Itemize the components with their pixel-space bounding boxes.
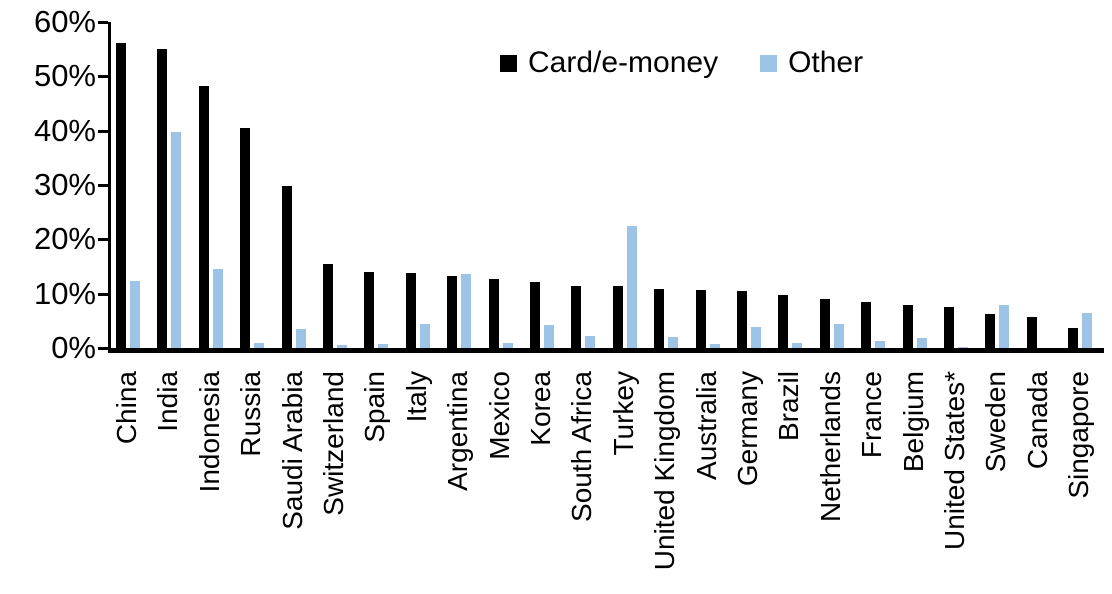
bar-card-south-africa: [571, 286, 581, 348]
x-axis-label: Brazil: [773, 371, 804, 442]
bar-card-china: [116, 43, 126, 348]
legend-item-card: Card/e-money: [500, 46, 718, 80]
bar-card-united-kingdom: [654, 289, 664, 348]
legend-label-other: Other: [788, 46, 864, 79]
bar-other-russia: [254, 343, 264, 348]
x-axis-label: Turkey: [608, 371, 639, 456]
bar-other-singapore: [1082, 313, 1092, 348]
bar-card-india: [157, 49, 167, 348]
bar-card-germany: [737, 291, 747, 348]
legend-item-other: Other: [760, 46, 863, 80]
x-axis-label: India: [152, 371, 183, 432]
x-axis-label: Saudi Arabia: [277, 371, 308, 530]
bar-other-france: [875, 341, 885, 348]
x-axis-label: Singapore: [1063, 371, 1094, 499]
x-axis-label: China: [111, 371, 142, 445]
bar-card-belgium: [903, 305, 913, 348]
bar-other-united-states-: [958, 347, 968, 348]
bar-card-switzerland: [323, 264, 333, 348]
bar-card-singapore: [1068, 328, 1078, 348]
bar-other-united-kingdom: [668, 337, 678, 348]
x-axis-label: Italy: [401, 371, 432, 423]
x-axis-line: [108, 348, 1104, 353]
y-axis-tick-label: 60%: [33, 4, 96, 39]
bar-card-spain: [364, 272, 374, 348]
y-axis-tick-label: 20%: [33, 221, 96, 256]
bar-card-korea: [530, 282, 540, 348]
bar-other-spain: [378, 344, 388, 348]
y-axis-tick: [98, 130, 108, 133]
bar-other-netherlands: [834, 324, 844, 348]
x-axis-label: South Africa: [566, 371, 597, 522]
x-axis-label: Sweden: [980, 371, 1011, 473]
bar-other-china: [130, 281, 140, 348]
y-axis-tick-label: 30%: [33, 167, 96, 202]
bar-other-turkey: [627, 226, 637, 348]
bar-other-brazil: [792, 343, 802, 348]
bar-other-sweden: [999, 305, 1009, 348]
x-axis-label: Korea: [525, 371, 556, 446]
bar-other-belgium: [917, 338, 927, 348]
bar-other-south-africa: [585, 336, 595, 348]
y-axis-tick: [98, 184, 108, 187]
bar-card-canada: [1027, 317, 1037, 348]
legend-swatch-other-icon: [760, 54, 778, 72]
bar-card-argentina: [447, 276, 457, 348]
legend-label-card: Card/e-money: [528, 46, 719, 79]
y-axis-tick: [98, 293, 108, 296]
bar-other-indonesia: [213, 269, 223, 348]
x-axis-label: United Kingdom: [649, 371, 680, 571]
x-axis-label: Netherlands: [815, 371, 846, 522]
bar-card-mexico: [489, 279, 499, 348]
bar-card-sweden: [985, 314, 995, 348]
bar-card-france: [861, 302, 871, 348]
bar-other-korea: [544, 325, 554, 348]
y-axis-tick: [98, 347, 108, 350]
bar-other-germany: [751, 327, 761, 348]
bar-card-brazil: [778, 295, 788, 348]
x-axis-label: Canada: [1022, 371, 1053, 470]
bar-other-saudi-arabia: [296, 329, 306, 348]
y-axis-line: [108, 22, 111, 353]
y-axis-tick: [98, 238, 108, 241]
y-axis-tick: [98, 21, 108, 24]
x-axis-label: Mexico: [484, 371, 515, 460]
bar-card-saudi-arabia: [282, 186, 292, 348]
x-axis-label: Russia: [235, 371, 266, 457]
bar-card-australia: [696, 290, 706, 348]
legend-swatch-card-icon: [500, 54, 517, 72]
bar-other-argentina: [461, 274, 471, 348]
bar-card-indonesia: [199, 86, 209, 348]
x-axis-label: Indonesia: [194, 371, 225, 493]
x-axis-label: Germany: [732, 371, 763, 487]
x-axis-label: Argentina: [442, 371, 473, 491]
x-axis-label: Belgium: [898, 371, 929, 473]
bar-card-russia: [240, 128, 250, 348]
y-axis-tick: [98, 75, 108, 78]
bar-card-turkey: [613, 286, 623, 348]
x-axis-label: Spain: [359, 371, 390, 443]
x-axis-label: France: [856, 371, 887, 459]
bar-other-india: [171, 132, 181, 348]
x-axis-label: Switzerland: [318, 371, 349, 516]
bar-card-italy: [406, 273, 416, 348]
x-axis-label: Australia: [691, 371, 722, 480]
bar-other-australia: [710, 344, 720, 348]
chart-legend: Card/e-money Other: [500, 46, 863, 80]
bar-other-italy: [420, 324, 430, 348]
y-axis-tick-label: 50%: [33, 58, 96, 93]
y-axis-tick-label: 10%: [33, 276, 96, 311]
x-axis-label: United States*: [939, 371, 970, 550]
y-axis-tick-label: 40%: [33, 113, 96, 148]
bar-other-switzerland: [337, 345, 347, 348]
y-axis-tick-label: 0%: [51, 330, 96, 365]
bar-card-netherlands: [820, 299, 830, 348]
bar-card-united-states-: [944, 307, 954, 348]
bar-other-mexico: [503, 343, 513, 348]
